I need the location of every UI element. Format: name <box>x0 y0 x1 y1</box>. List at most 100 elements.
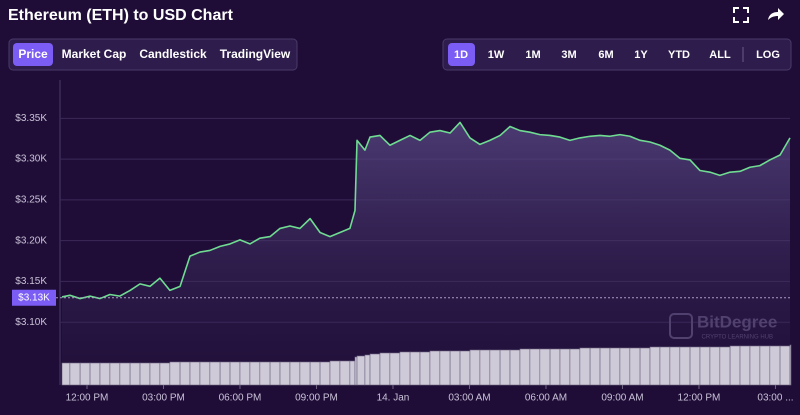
range-group <box>442 38 792 71</box>
range-button[interactable]: 1D <box>454 49 468 61</box>
volume-bar <box>619 347 631 386</box>
y-tick-label: $3.25K <box>15 195 47 206</box>
volume-bar <box>309 361 321 386</box>
volume-bar <box>529 348 541 386</box>
range-button[interactable]: YTD <box>668 49 690 61</box>
y-tick-label: $3.20K <box>15 235 47 246</box>
volume-bar <box>519 348 531 386</box>
price-area <box>62 122 790 385</box>
y-tick-label: $3.35K <box>15 113 47 124</box>
volume-bar <box>289 361 301 386</box>
chart-title: Ethereum (ETH) to USD Chart <box>8 7 234 24</box>
volume-bar <box>689 346 701 386</box>
range-button[interactable]: 6M <box>598 49 613 61</box>
volume-bar <box>609 347 621 386</box>
volume-bar <box>709 346 721 386</box>
volume-bar <box>149 362 161 386</box>
volume-bar <box>369 353 381 386</box>
volume-bar <box>629 347 641 386</box>
y-tick-label: $3.30K <box>15 154 47 165</box>
volume-bar <box>459 350 471 386</box>
volume-bar <box>479 349 491 386</box>
volume-bar <box>329 360 341 386</box>
volume-bar <box>649 346 661 386</box>
volume-bar <box>61 362 71 386</box>
volume-bar <box>789 344 792 386</box>
volume-bar <box>429 350 441 386</box>
volume-bar <box>249 361 261 386</box>
current-price-box <box>12 289 56 306</box>
volume-bar <box>729 345 741 386</box>
range-active-bg <box>448 43 475 66</box>
volume-bar <box>499 349 511 386</box>
volume-bar <box>319 361 331 386</box>
volume-bar <box>279 361 291 386</box>
volume-bar <box>189 361 201 386</box>
volume-bar <box>269 361 281 386</box>
volume-bar <box>759 345 771 386</box>
range-button[interactable]: LOG <box>756 49 780 61</box>
volume-bar <box>179 361 191 386</box>
volume-bar <box>749 345 761 386</box>
volume-bar <box>589 347 601 386</box>
volume-bar <box>409 351 421 386</box>
range-button[interactable]: 3M <box>561 49 576 61</box>
fullscreen-icon[interactable] <box>733 7 749 23</box>
volume-bar <box>299 361 311 386</box>
x-tick-label: 06:00 AM <box>525 393 567 404</box>
volume-bar <box>469 349 481 386</box>
volume-bar <box>349 360 356 386</box>
x-tick-label: 03:00 AM <box>448 393 490 404</box>
volume-bar <box>419 351 431 386</box>
volume-bar <box>599 347 611 386</box>
volume-bar <box>699 346 711 386</box>
volume-bar <box>509 349 521 386</box>
price-line <box>61 121 791 300</box>
volume-bar <box>339 360 351 386</box>
volume-bar <box>364 354 371 386</box>
volume-bar <box>89 362 101 386</box>
volume-bar <box>169 361 181 386</box>
x-tick-label: 12:00 PM <box>66 393 109 404</box>
x-tick-label: 03:00 PM <box>142 393 185 404</box>
volume-bar <box>779 345 791 386</box>
volume-bar <box>669 346 681 386</box>
tab[interactable]: Candlestick <box>139 47 207 61</box>
volume-bar <box>79 362 91 386</box>
volume-bar <box>239 361 251 386</box>
current-price-label: $3.13K <box>18 292 50 303</box>
share-icon[interactable] <box>768 8 784 20</box>
range-button[interactable]: 1M <box>525 49 540 61</box>
volume-bar <box>569 348 581 386</box>
x-tick-label: 09:00 PM <box>295 393 338 404</box>
tab-group <box>8 38 298 71</box>
volume-bar <box>379 352 391 386</box>
x-tick-label: 06:00 PM <box>219 393 262 404</box>
volume-bar <box>549 348 561 386</box>
volume-bar <box>659 346 671 386</box>
volume-bar <box>69 362 81 386</box>
volume-bar <box>209 361 221 386</box>
tab[interactable]: Price <box>18 47 48 61</box>
range-button[interactable]: 1W <box>488 49 505 61</box>
tab-active-bg <box>13 43 53 66</box>
volume-bar <box>769 345 781 386</box>
x-tick-label: 14. Jan <box>377 393 410 404</box>
volume-bar <box>449 350 461 386</box>
volume-bar <box>719 346 731 386</box>
volume-bar <box>139 362 151 386</box>
range-button[interactable]: ALL <box>709 49 731 61</box>
volume-bar <box>129 362 141 386</box>
volume-bar <box>739 345 751 386</box>
tab[interactable]: Market Cap <box>62 47 127 61</box>
volume-bar <box>639 347 651 386</box>
volume-bar <box>99 362 111 386</box>
range-button[interactable]: 1Y <box>634 49 648 61</box>
y-tick-label: $3.10K <box>15 317 47 328</box>
volume-bar <box>679 346 691 386</box>
x-tick-label: 03:00 ... <box>757 393 793 404</box>
volume-bar <box>399 351 411 386</box>
volume-bar <box>159 362 171 386</box>
volume-bar <box>489 349 501 386</box>
tab[interactable]: TradingView <box>220 47 291 61</box>
